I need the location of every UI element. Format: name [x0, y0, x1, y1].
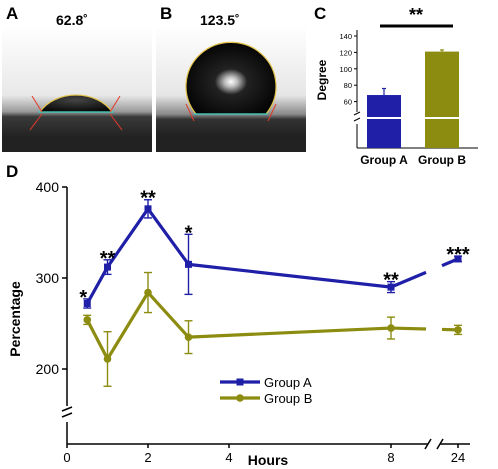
d-series-line [85, 207, 392, 305]
droplet-photo-group-a [2, 26, 152, 152]
c-y-tick-label: 100 [339, 65, 352, 74]
d-y-tick-label: 300 [36, 270, 60, 286]
d-x-axis-title: Hours [248, 452, 289, 468]
d-significance-label: ** [383, 270, 399, 292]
d-legend-label: Group B [264, 391, 312, 406]
d-x-tick-label: 0 [63, 450, 70, 465]
d-significance-label: *** [446, 244, 470, 266]
panel-c-label: C [314, 4, 327, 23]
d-significance-label: * [185, 222, 193, 244]
d-data-point-circle [144, 288, 152, 297]
c-y-tick-label: 60 [344, 98, 352, 107]
panel-a-contact-angle: 62.8˚ [56, 12, 88, 28]
c-x-tick-label: Group B [418, 153, 466, 167]
panel-b-contact-angle: 123.5˚ [200, 12, 240, 28]
panel-b-label: B [160, 4, 173, 23]
d-data-point-square [387, 283, 395, 291]
d-x-tick-label: 2 [144, 450, 151, 465]
d-data-point-circle [83, 316, 92, 324]
d-data-point-square [83, 299, 91, 307]
d-data-point-square [454, 255, 462, 263]
d-series-line-to-break [390, 270, 427, 289]
d-x-tick-label: 8 [387, 450, 394, 465]
c-y-axis-title: Degree [315, 59, 329, 100]
d-legend-marker-circle [236, 394, 244, 402]
d-data-point-circle [387, 324, 395, 332]
c-bar [367, 95, 401, 148]
d-x-tick-label: 4 [225, 450, 232, 465]
d-y-axis-break-icon [61, 406, 73, 418]
d-data-point-circle [184, 333, 193, 341]
droplet-photo-group-b [156, 26, 306, 152]
c-y-tick-label: 120 [339, 48, 352, 57]
c-y-tick-label: 140 [339, 32, 352, 41]
d-y-tick-label: 400 [36, 179, 60, 195]
c-y-tick-label: 80 [344, 81, 352, 90]
d-significance-label: ** [140, 188, 156, 210]
d-series-line [85, 290, 392, 361]
d-legend-label: Group A [264, 375, 312, 390]
c-bar [425, 51, 459, 148]
c-x-tick-label: Group A [360, 153, 408, 167]
d-x-tick-label: 24 [451, 450, 465, 465]
c-y-axis-break-icon [353, 111, 361, 122]
d-significance-label: ** [100, 248, 116, 270]
d-y-axis-title: Percentage [7, 281, 23, 357]
d-series-line-to-break [390, 326, 427, 331]
d-data-point-square [185, 260, 192, 268]
d-significance-label: * [79, 287, 87, 309]
d-data-point-square [144, 205, 152, 213]
bar-chart-panel-c: 60 80 100 120 140 Degree Group A Group B ** [315, 5, 478, 167]
d-data-point-circle [454, 326, 462, 334]
panel-a-label: A [6, 4, 19, 23]
d-x-axis-break-icon [424, 438, 444, 450]
c-significance-label: ** [409, 5, 423, 25]
d-data-point-circle [103, 355, 112, 363]
d-data-point-square [104, 263, 111, 271]
d-y-tick-label: 200 [36, 361, 60, 377]
d-legend-marker-square [236, 378, 244, 386]
panel-d-label: D [6, 162, 19, 181]
